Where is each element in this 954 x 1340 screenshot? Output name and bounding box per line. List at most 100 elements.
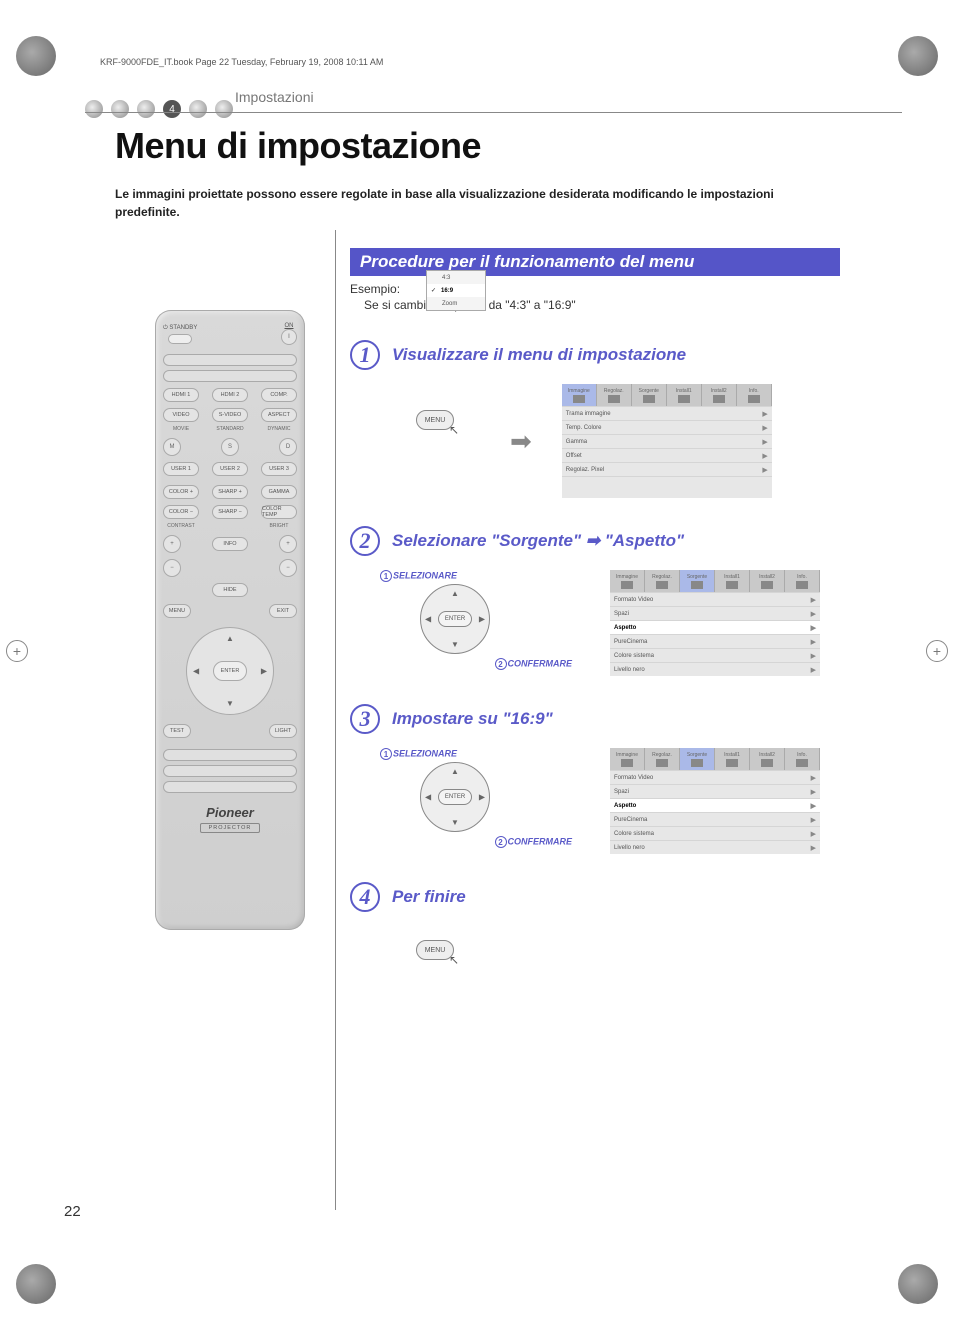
osd-option-169: 16:9 [427, 284, 485, 297]
standard-button[interactable]: S [221, 438, 239, 456]
osd-row-selected: Aspetto▶ [610, 620, 820, 634]
enter-dpad[interactable]: ▲ ▼ ◀ ▶ ENTER [186, 627, 274, 715]
comp-button[interactable]: COMP. [261, 388, 297, 402]
osd-tab: Sorgente [680, 748, 715, 770]
step-2-title: Selezionare "Sorgente" ➡ "Aspetto" [392, 531, 684, 551]
osd-tab-install2: Install2 [702, 384, 737, 406]
step-4-title: Per finire [392, 887, 466, 907]
dpad-left-icon: ◀ [425, 793, 431, 802]
osd-row: Spazi▶ [610, 606, 820, 620]
select-callout: 1SELEZIONARE [380, 570, 457, 582]
intro-paragraph: Le immagini proiettate possono essere re… [115, 185, 835, 221]
osd-tab: Sorgente [680, 570, 715, 592]
standby-label: ⏻ STANDBY [163, 325, 197, 332]
side-registration-right [926, 640, 948, 662]
print-header-line: KRF-9000FDE_IT.book Page 22 Tuesday, Feb… [100, 57, 383, 67]
remote-bar-1[interactable] [163, 354, 297, 366]
light-button[interactable]: LIGHT [269, 724, 297, 738]
dpad-right-icon: ▶ [479, 615, 485, 624]
bright-plus-button[interactable]: + [279, 535, 297, 553]
osd-row: Livello nero▶ [610, 662, 820, 676]
osd-tab-regolaz: Regolaz. [597, 384, 632, 406]
remote-bar-3[interactable] [163, 749, 297, 761]
osd-tab-sorgente: Sorgente [632, 384, 667, 406]
svideo-button[interactable]: S-VIDEO [212, 408, 248, 422]
osd-row: Regolaz. Pixel▶ [562, 462, 772, 476]
remote-bar-2[interactable] [163, 370, 297, 382]
dpad-up-icon: ▲ [451, 767, 459, 776]
gamma-button[interactable]: GAMMA [261, 485, 297, 499]
column-divider [335, 230, 336, 1210]
corner-mark-tr [898, 36, 938, 76]
color-minus-button[interactable]: COLOR − [163, 505, 199, 519]
menu-button[interactable]: MENU [163, 604, 191, 618]
standby-button[interactable] [168, 334, 192, 344]
menu-button-figure: MENU ↖ [416, 410, 454, 430]
dpad-down-icon[interactable]: ▼ [226, 699, 234, 708]
chapter-dot: 4 [163, 100, 181, 118]
enter-button-figure: ENTER [438, 611, 472, 627]
user2-button[interactable]: USER 2 [212, 462, 248, 476]
exit-button[interactable]: EXIT [269, 604, 297, 618]
dpad-left-icon[interactable]: ◀ [193, 667, 199, 676]
dynamic-button[interactable]: D [279, 438, 297, 456]
contrast-plus-button[interactable]: + [163, 535, 181, 553]
step-number-1: 1 [350, 340, 380, 370]
breadcrumb-rule [85, 112, 902, 113]
menu-button-figure: MENU ↖ [416, 940, 454, 960]
osd-tab: Immagine [610, 748, 645, 770]
enter-button[interactable]: ENTER [213, 661, 247, 681]
corner-mark-tl [16, 36, 56, 76]
dpad-down-icon: ▼ [451, 640, 459, 649]
step-2-header: 2 Selezionare "Sorgente" ➡ "Aspetto" [350, 526, 840, 556]
contrast-minus-button[interactable]: − [163, 559, 181, 577]
sharp-plus-button[interactable]: SHARP + [212, 485, 248, 499]
dpad-up-icon[interactable]: ▲ [226, 634, 234, 643]
hide-button[interactable]: HIDE [212, 583, 248, 597]
osd-option-zoom: Zoom [427, 297, 485, 310]
hdmi1-button[interactable]: HDMI 1 [163, 388, 199, 402]
manual-page: 4 KRF-9000FDE_IT.book Page 22 Tuesday, F… [0, 0, 954, 1340]
osd-row: Formato Video▶ [610, 592, 820, 606]
osd-option-43: 4:3 [427, 271, 485, 284]
osd-row: Colore sistema▶ [610, 648, 820, 662]
corner-mark-bl [16, 1264, 56, 1304]
brand-label: Pioneer [206, 805, 254, 820]
remote-control-illustration: ⏻ STANDBY ON I HDMI 1 HDMI 2 COMP. VIDEO… [155, 310, 305, 930]
confirm-callout: 2CONFERMARE [495, 836, 573, 848]
dpad-right-icon[interactable]: ▶ [261, 667, 267, 676]
movie-button[interactable]: M [163, 438, 181, 456]
breadcrumb-title: Impostazioni [235, 89, 314, 105]
confirm-callout: 2CONFERMARE [495, 658, 573, 670]
osd-tab: Install2 [750, 570, 785, 592]
osd-row: Temp. Colore▶ [562, 420, 772, 434]
osd-row: PureCinema▶ [610, 812, 820, 826]
aspect-button[interactable]: ASPECT [261, 408, 297, 422]
color-temp-button[interactable]: COLOR TEMP [261, 505, 297, 519]
test-button[interactable]: TEST [163, 724, 191, 738]
step-3-header: 3 Impostare su "16:9" [350, 704, 840, 734]
remote-bar-5[interactable] [163, 781, 297, 793]
osd-row: PureCinema▶ [610, 634, 820, 648]
osd-row: Trama immagine▶ [562, 406, 772, 420]
osd-tab: Install1 [715, 570, 750, 592]
bright-minus-button[interactable]: − [279, 559, 297, 577]
osd-row: Offset▶ [562, 448, 772, 462]
step-1-title: Visualizzare il menu di impostazione [392, 345, 686, 365]
video-button[interactable]: VIDEO [163, 408, 199, 422]
dynamic-label: DYNAMIC [261, 426, 297, 432]
step-4-header: 4 Per finire [350, 882, 840, 912]
movie-label: MOVIE [163, 426, 199, 432]
color-plus-button[interactable]: COLOR + [163, 485, 199, 499]
user3-button[interactable]: USER 3 [261, 462, 297, 476]
page-title: Menu di impostazione [115, 125, 481, 167]
osd-tab: Regolaz. [645, 570, 680, 592]
hdmi2-button[interactable]: HDMI 2 [212, 388, 248, 402]
cursor-icon: ↖ [449, 953, 459, 967]
sharp-minus-button[interactable]: SHARP − [212, 505, 248, 519]
user1-button[interactable]: USER 1 [163, 462, 199, 476]
info-button[interactable]: INFO [212, 537, 248, 551]
on-button[interactable]: I [281, 329, 297, 345]
step-number-3: 3 [350, 704, 380, 734]
remote-bar-4[interactable] [163, 765, 297, 777]
